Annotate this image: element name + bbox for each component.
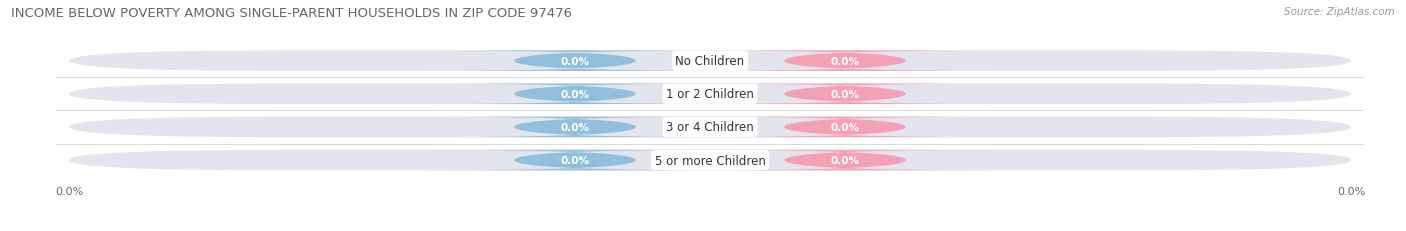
Text: 0.0%: 0.0% <box>831 155 859 165</box>
FancyBboxPatch shape <box>69 150 1351 171</box>
Text: 3 or 4 Children: 3 or 4 Children <box>666 121 754 134</box>
Text: 0.0%: 0.0% <box>561 56 589 66</box>
Text: 0.0%: 0.0% <box>561 155 589 165</box>
Text: No Children: No Children <box>675 55 745 68</box>
FancyBboxPatch shape <box>696 84 994 105</box>
Text: 0.0%: 0.0% <box>831 56 859 66</box>
Text: INCOME BELOW POVERTY AMONG SINGLE-PARENT HOUSEHOLDS IN ZIP CODE 97476: INCOME BELOW POVERTY AMONG SINGLE-PARENT… <box>11 7 572 20</box>
FancyBboxPatch shape <box>69 84 1351 105</box>
Text: 0.0%: 0.0% <box>561 89 589 99</box>
FancyBboxPatch shape <box>696 51 994 72</box>
Legend: Single Father, Single Mother: Single Father, Single Mother <box>592 227 828 231</box>
FancyBboxPatch shape <box>426 117 724 138</box>
FancyBboxPatch shape <box>426 84 724 105</box>
FancyBboxPatch shape <box>696 150 994 171</box>
Text: 0.0%: 0.0% <box>561 122 589 132</box>
Text: 1 or 2 Children: 1 or 2 Children <box>666 88 754 101</box>
FancyBboxPatch shape <box>69 51 1351 72</box>
Text: Source: ZipAtlas.com: Source: ZipAtlas.com <box>1284 7 1395 17</box>
Text: 5 or more Children: 5 or more Children <box>655 154 765 167</box>
FancyBboxPatch shape <box>426 51 724 72</box>
Text: 0.0%: 0.0% <box>831 89 859 99</box>
Text: 0.0%: 0.0% <box>831 122 859 132</box>
FancyBboxPatch shape <box>696 117 994 138</box>
FancyBboxPatch shape <box>69 117 1351 138</box>
FancyBboxPatch shape <box>426 150 724 171</box>
